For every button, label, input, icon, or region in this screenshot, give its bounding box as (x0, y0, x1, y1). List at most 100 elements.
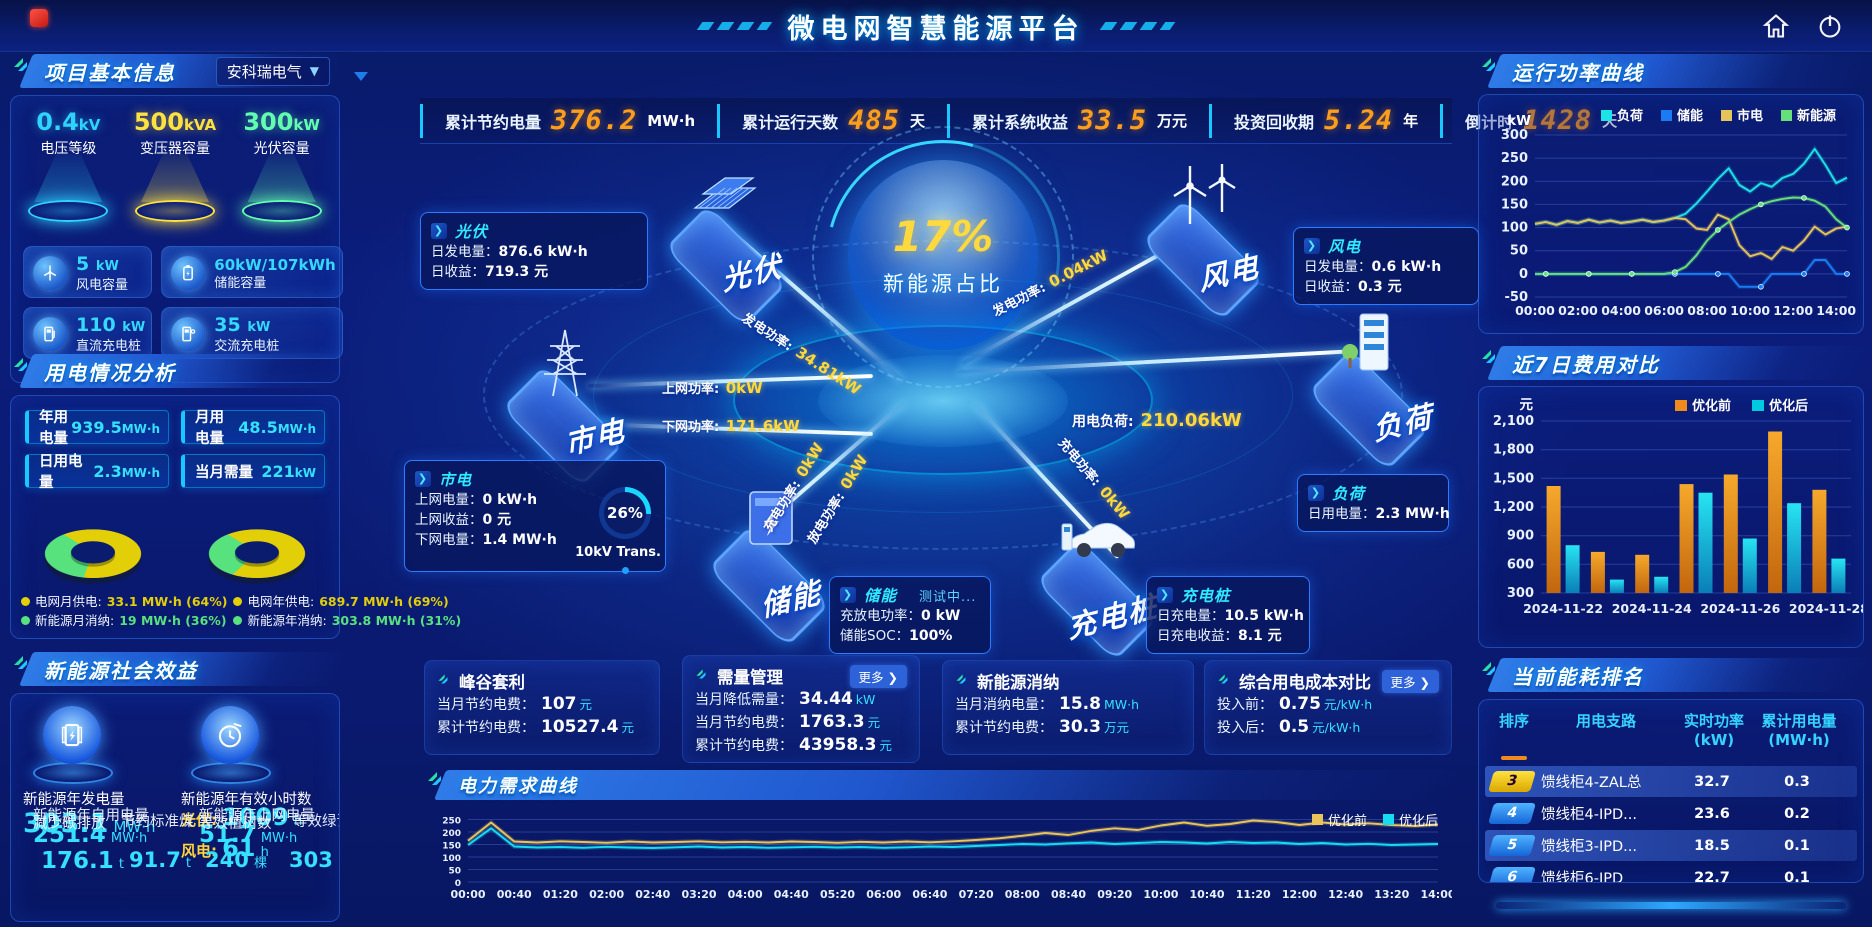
panel-header-usage: 用电情况分析 (10, 352, 340, 390)
usage-stat-value: 2.3MW·h (93, 461, 160, 481)
usage-stat: 月用电量 48.5MW·h (181, 410, 325, 447)
legend-item: 优化前 (1311, 810, 1367, 829)
scene-sphere (848, 160, 1038, 350)
benefit-card-title-row: 需量管理 更多 ❯ (695, 664, 907, 688)
capacity-card-value: 5 kW (76, 253, 119, 275)
benefit-card-title: 新能源消纳 (977, 673, 1060, 692)
capacity-card-label: 储能容量 (214, 276, 267, 291)
table-row[interactable]: 6 馈线柜6-IPD 22.7 0.1 (1485, 862, 1857, 883)
more-button[interactable]: 更多 ❯ (849, 664, 907, 688)
pedestal-glow (33, 762, 113, 784)
scene-core-glow (818, 355, 1068, 447)
info-box-wind: ❯ 风电 日发电量：0.6 kW·h 日收益：0.3 元 (1293, 227, 1479, 305)
social-bottom-label: 减少碳排放 (33, 816, 106, 832)
social-bottom-label: 等效植树数 (199, 816, 272, 832)
top-stat-label: 倒计时 (1465, 109, 1513, 133)
panel-header-social: 新能源社会效益 (10, 650, 340, 688)
top-stat-unit: 万元 (1157, 112, 1188, 130)
energy-node-grid: 市电 (492, 318, 642, 488)
realtime-power: 32.7 (1694, 773, 1730, 790)
social-item-value: 303.1 MW·h (23, 808, 156, 839)
title-decor-left (696, 22, 773, 30)
total-energy: 0.1 (1784, 869, 1810, 883)
arrow-icon: ❯ (431, 223, 447, 239)
branch-name: 馈线柜4-IPD... (1541, 807, 1637, 823)
table-row[interactable]: 3 馈线柜4-ZAL总 32.7 0.3 (1485, 766, 1857, 797)
company-selector[interactable]: 安科瑞电气 ▼ (215, 56, 330, 86)
svg-text:900: 900 (1507, 529, 1534, 544)
demand-chart-legend: 优化前 优化后 (1311, 810, 1438, 829)
collapse-caret-icon[interactable] (354, 72, 368, 81)
svg-text:-50: -50 (1505, 290, 1529, 305)
rank-badge: 5 (1487, 835, 1537, 856)
table-row[interactable]: 4 馈线柜4-IPD... 23.6 0.2 (1485, 798, 1857, 829)
table-row[interactable]: 5 馈线柜3-IPD... 18.5 0.1 (1485, 830, 1857, 861)
flow-label-grid-up: 上网功率: 0kW (662, 379, 763, 397)
svg-text:08:00: 08:00 (1005, 888, 1040, 901)
svg-text:14:00: 14:00 (1816, 303, 1856, 318)
clock-icon (201, 706, 259, 764)
title-decor-right (1099, 22, 1176, 30)
social-bottom-value: 240 棵 (205, 848, 267, 872)
social-bottom-value: 51.7 MW·h (199, 822, 298, 848)
social-bottom-label: 节约标准煤 (121, 814, 194, 830)
ac-charger-icon (171, 317, 206, 351)
supply-donut-chart (33, 510, 153, 588)
panel-title: 用电情况分析 (44, 360, 176, 385)
svg-text:00:00: 00:00 (450, 888, 485, 901)
info-box-title: ❯ 光伏 (431, 220, 637, 242)
spotlight-value: 300kW (243, 108, 320, 136)
renewable-share-value: 17% (892, 212, 994, 261)
legend-item: 新能源年消纳: 303.8 MW·h (31%) (233, 611, 461, 630)
panel-title: 新能源社会效益 (44, 658, 198, 683)
info-box-title: ❯ 充电桩 (1157, 584, 1299, 606)
social-item-lines: 光伏: 1009 h 风电: 61 h (181, 804, 302, 866)
arrow-icon: ❯ (1304, 238, 1320, 254)
info-box-title: ❯ 负荷 (1308, 482, 1438, 504)
panel-header-ranking: 当前能耗排名 (1478, 656, 1864, 694)
capacity-card-label: 交流充电桩 (214, 339, 280, 354)
usage-stat-label: 当月需量 (195, 464, 253, 481)
panel-title: 近7日费用对比 (1512, 352, 1660, 377)
legend-label: 新能源年消纳: (247, 613, 327, 628)
social-hours-line: 风电: 61 h (181, 834, 269, 862)
more-button[interactable]: 更多 ❯ (1381, 669, 1439, 693)
spotlight-value: 0.4kV (36, 108, 101, 136)
panel-social-benefit: 新能源社会效益 新能源年发电量 303.1 MW·h 新能源年有效小时数 光伏: 10… (10, 650, 340, 922)
arrow-icon: ❯ (1308, 485, 1324, 501)
usage-stat-label: 月用电量 (195, 410, 224, 447)
rank-badge: 3 (1487, 771, 1537, 792)
rank-badge: 4 (1487, 803, 1537, 824)
benefit-card-row: 当月节约电费： 107 元 (437, 694, 593, 714)
svg-text:02:00: 02:00 (1558, 303, 1598, 318)
benefit-card-row: 当月消纳电量： 15.8 MW·h (955, 694, 1139, 714)
arrow-icon: ❯ (415, 471, 431, 487)
social-bottom-label: 等效绿证数 (293, 814, 339, 830)
power-icon[interactable] (1816, 12, 1844, 40)
svg-text:250: 250 (442, 817, 461, 827)
usage-stat-value: 48.5MW·h (238, 417, 316, 437)
branch-name: 馈线柜3-IPD... (1541, 839, 1637, 855)
panel-corner-icon (426, 770, 446, 794)
branch-name: 馈线柜4-ZAL总 (1541, 775, 1642, 791)
info-box-row: 上网电量：0 kW·h (415, 492, 538, 508)
flow-label-wind-gen: 发电功率: 0.04kW (990, 246, 1111, 320)
legend-value: 689.7 MW·h (69%) (319, 594, 449, 609)
svg-text:优化前: 优化前 (1692, 398, 1731, 414)
energy-beam (957, 349, 1353, 374)
home-icon[interactable] (1762, 12, 1790, 40)
top-stat-unit: 年 (1403, 112, 1419, 130)
load-node-icon (1326, 300, 1416, 390)
capacity-card: 5 kW 风电容量 (23, 246, 153, 298)
pv-node-icon (683, 156, 773, 246)
svg-text:12:40: 12:40 (1328, 888, 1363, 901)
panel-header-demand: 电力需求曲线 (424, 768, 1452, 802)
spotlight-label: 光伏容量 (253, 141, 310, 157)
svg-text:14:00: 14:00 (1420, 888, 1452, 901)
social-benefit-item: 新能源年发电量 303.1 MW·h (17, 704, 175, 839)
svg-text:01:20: 01:20 (543, 888, 578, 901)
svg-text:13:20: 13:20 (1374, 888, 1409, 901)
benefit-card-row: 投入后： 0.5 元/kW·h (1217, 717, 1361, 737)
spotlight-label: 电压等级 (40, 141, 97, 157)
svg-text:2024-11-26: 2024-11-26 (1700, 601, 1780, 616)
